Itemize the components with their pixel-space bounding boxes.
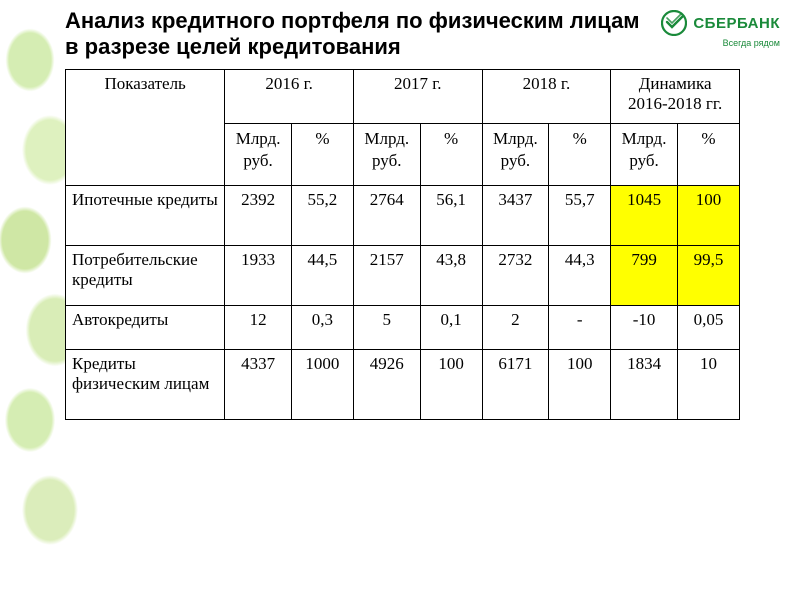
cell-value: 2392 bbox=[225, 185, 292, 245]
cell-value: 0,05 bbox=[677, 305, 739, 349]
sub-amount: Млрд. руб. bbox=[611, 123, 678, 185]
sub-amount: Млрд. руб. bbox=[225, 123, 292, 185]
col-2017: 2017 г. bbox=[353, 69, 482, 123]
row-label: Ипотечные кредиты bbox=[66, 185, 225, 245]
table-header-row-1: Показатель 2016 г. 2017 г. 2018 г. Динам… bbox=[66, 69, 740, 123]
cell-value: 10 bbox=[677, 349, 739, 419]
brand-tagline: Всегда рядом bbox=[723, 38, 780, 48]
cell-value: 1045 bbox=[611, 185, 678, 245]
cell-value: 12 bbox=[225, 305, 292, 349]
sub-pct: % bbox=[420, 123, 482, 185]
cell-value: 4337 bbox=[225, 349, 292, 419]
sub-pct: % bbox=[549, 123, 611, 185]
row-label: Кредиты физическим лицам bbox=[66, 349, 225, 419]
table-row: Ипотечные кредиты239255,2276456,1343755,… bbox=[66, 185, 740, 245]
cell-value: 1000 bbox=[291, 349, 353, 419]
sberbank-icon bbox=[661, 10, 687, 36]
sub-amount: Млрд. руб. bbox=[482, 123, 549, 185]
cell-value: 99,5 bbox=[677, 245, 739, 305]
table-container: Показатель 2016 г. 2017 г. 2018 г. Динам… bbox=[0, 65, 800, 420]
col-2016: 2016 г. bbox=[225, 69, 354, 123]
cell-value: 56,1 bbox=[420, 185, 482, 245]
cell-value: 100 bbox=[549, 349, 611, 419]
sub-pct: % bbox=[291, 123, 353, 185]
table-row: Потребительские кредиты193344,5215743,82… bbox=[66, 245, 740, 305]
cell-value: 799 bbox=[611, 245, 678, 305]
cell-value: 1933 bbox=[225, 245, 292, 305]
cell-value: - bbox=[549, 305, 611, 349]
cell-value: 55,7 bbox=[549, 185, 611, 245]
cell-value: 2 bbox=[482, 305, 549, 349]
cell-value: 100 bbox=[420, 349, 482, 419]
col-indicator: Показатель bbox=[66, 69, 225, 185]
table-body: Ипотечные кредиты239255,2276456,1343755,… bbox=[66, 185, 740, 419]
page-title: Анализ кредитного портфеля по физическим… bbox=[65, 8, 651, 61]
cell-value: 2764 bbox=[353, 185, 420, 245]
brand-name: СБЕРБАНК bbox=[693, 15, 780, 32]
cell-value: 43,8 bbox=[420, 245, 482, 305]
cell-value: 44,3 bbox=[549, 245, 611, 305]
table-row: Автокредиты120,350,12--100,05 bbox=[66, 305, 740, 349]
cell-value: 0,1 bbox=[420, 305, 482, 349]
row-label: Автокредиты bbox=[66, 305, 225, 349]
cell-value: 2732 bbox=[482, 245, 549, 305]
cell-value: 6171 bbox=[482, 349, 549, 419]
row-label: Потребительские кредиты bbox=[66, 245, 225, 305]
cell-value: -10 bbox=[611, 305, 678, 349]
cell-value: 100 bbox=[677, 185, 739, 245]
col-dynamics: Динамика 2016-2018 гг. bbox=[611, 69, 740, 123]
cell-value: 1834 bbox=[611, 349, 678, 419]
header: Анализ кредитного портфеля по физическим… bbox=[0, 0, 800, 65]
brand-logo: СБЕРБАНК Всегда рядом bbox=[661, 10, 780, 48]
col-2018: 2018 г. bbox=[482, 69, 611, 123]
cell-value: 4926 bbox=[353, 349, 420, 419]
cell-value: 55,2 bbox=[291, 185, 353, 245]
table-row: Кредиты физическим лицам4337100049261006… bbox=[66, 349, 740, 419]
cell-value: 5 bbox=[353, 305, 420, 349]
sub-pct: % bbox=[677, 123, 739, 185]
cell-value: 0,3 bbox=[291, 305, 353, 349]
cell-value: 3437 bbox=[482, 185, 549, 245]
portfolio-table: Показатель 2016 г. 2017 г. 2018 г. Динам… bbox=[65, 69, 740, 420]
cell-value: 2157 bbox=[353, 245, 420, 305]
cell-value: 44,5 bbox=[291, 245, 353, 305]
sub-amount: Млрд. руб. bbox=[353, 123, 420, 185]
